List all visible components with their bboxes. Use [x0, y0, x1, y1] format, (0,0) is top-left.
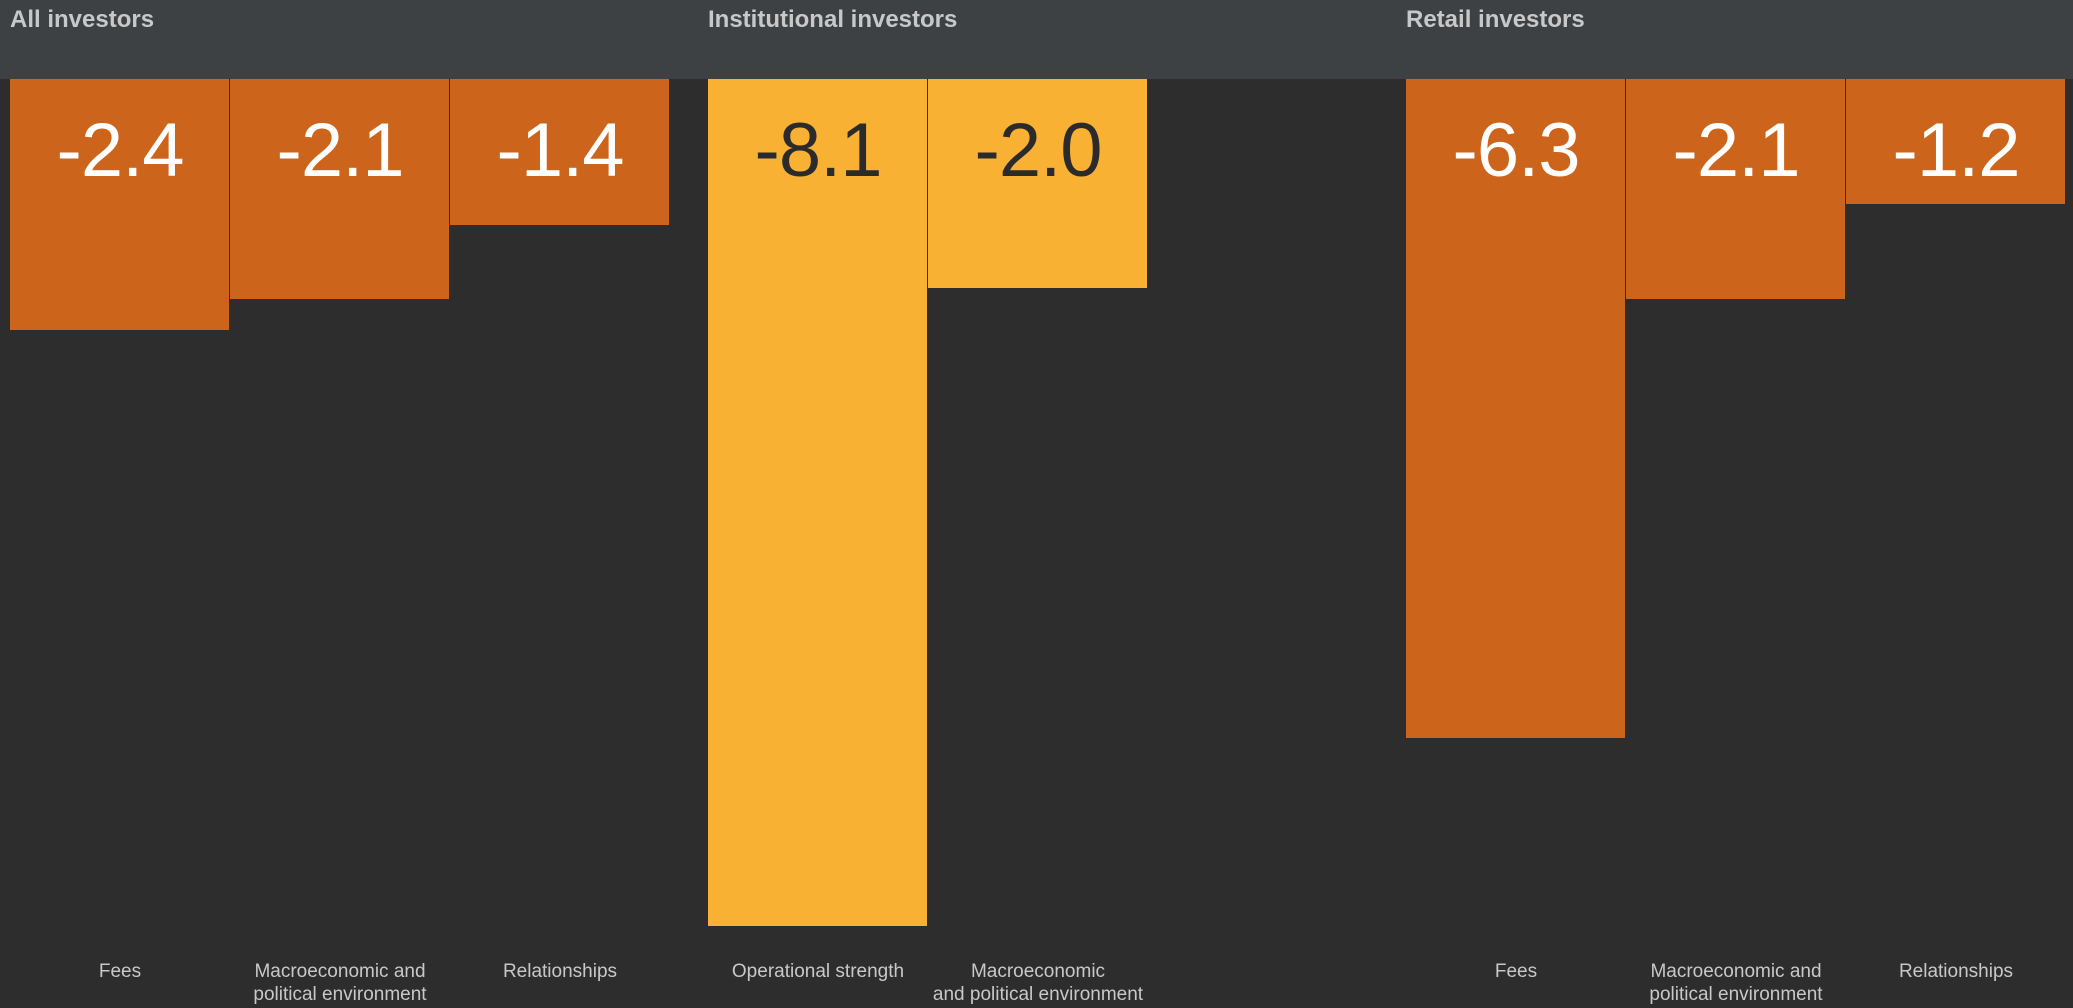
- bar-all-investors-1: [230, 79, 449, 299]
- category-label: Macroeconomic and political environment: [253, 961, 427, 1005]
- header-band: [0, 0, 2073, 79]
- bar-value-label: -2.0: [974, 108, 1103, 193]
- bar-value-label: -6.3: [1452, 108, 1581, 193]
- bar-institutional-investors-0: [708, 79, 927, 926]
- bar-value-label: -2.4: [56, 108, 185, 193]
- bar-institutional-investors-1: [928, 79, 1147, 289]
- category-label: Macroeconomic and political environment: [1649, 961, 1823, 1005]
- bar-value-label: -2.1: [276, 108, 405, 193]
- panel-title-all-investors: All investors: [10, 6, 155, 33]
- category-label: Fees: [98, 961, 142, 982]
- bar-value-label: -2.1: [1672, 108, 1801, 193]
- category-label: Relationships: [1898, 961, 2014, 982]
- bar-all-investors-2: [450, 79, 669, 226]
- bar-retail-investors-2: [1846, 79, 2065, 205]
- category-label: Relationships: [502, 961, 618, 982]
- bar-retail-investors-1: [1626, 79, 1845, 299]
- bar-all-investors-0: [10, 79, 229, 330]
- bar-value-label: -8.1: [754, 108, 883, 193]
- panel-title-retail-investors: Retail investors: [1406, 6, 1585, 33]
- category-label: Operational strength: [731, 961, 905, 982]
- category-label: Macroeconomic and political environment: [932, 961, 1144, 1005]
- bar-value-label: -1.2: [1892, 108, 2021, 193]
- bar-value-label: -1.4: [496, 108, 625, 193]
- panel-title-institutional-investors: Institutional investors: [708, 6, 958, 33]
- category-label: Fees: [1494, 961, 1538, 982]
- bar-retail-investors-0: [1406, 79, 1625, 738]
